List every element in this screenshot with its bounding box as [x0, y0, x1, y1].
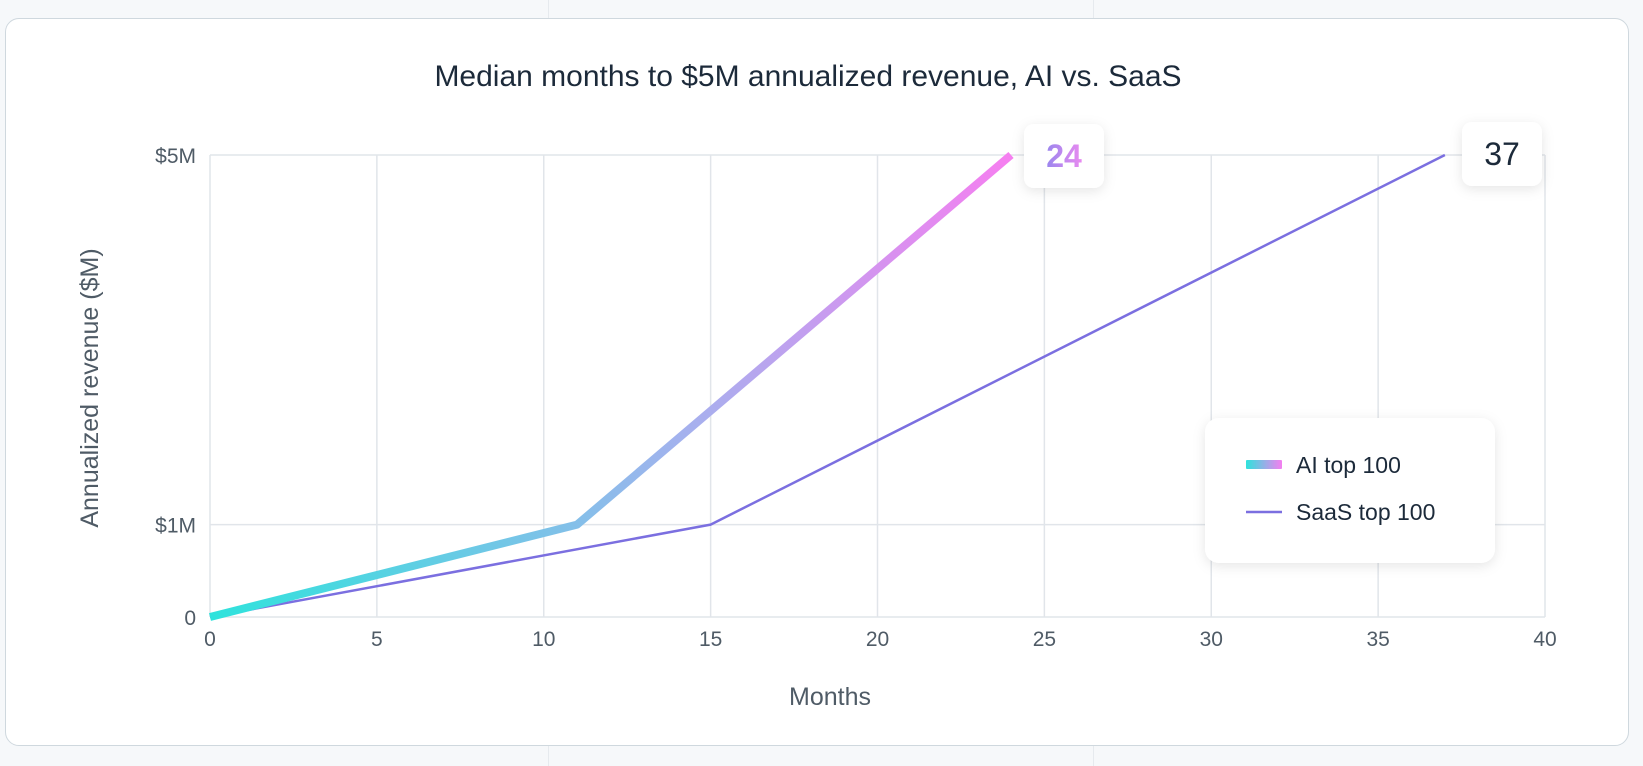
x-tick-label: 30	[1200, 628, 1223, 651]
chart-card	[5, 18, 1629, 746]
x-tick-label: 35	[1366, 628, 1389, 651]
end-label-ai-text: 24	[1046, 138, 1082, 174]
x-axis-label: Months	[789, 683, 871, 711]
y-tick-labels: 0 $1M $5M	[155, 145, 196, 630]
end-label-ai-box	[1024, 124, 1104, 188]
x-tick-label: 20	[866, 628, 889, 651]
x-tick-label: 5	[371, 628, 383, 651]
legend-label-saas: SaaS top 100	[1296, 499, 1435, 525]
series-line-saas	[209, 153, 1446, 619]
end-label-ai: 24	[1024, 124, 1104, 188]
x-tick-label: 15	[699, 628, 722, 651]
y-tick-label: $1M	[155, 515, 196, 538]
chart-title: Median months to $5M annualized revenue,…	[434, 60, 1181, 93]
x-tick-label: 25	[1033, 628, 1056, 651]
x-tick-labels: 0 5 10 15 20 25 30 35 40	[204, 628, 1557, 651]
y-axis-label: Annualized revenue ($M)	[76, 248, 104, 527]
end-label-saas-box	[1462, 122, 1542, 186]
legend: AI top 100 SaaS top 100	[1205, 418, 1495, 563]
end-label-saas: 37	[1462, 122, 1542, 186]
x-tick-label: 0	[204, 628, 216, 651]
x-tick-label: 10	[532, 628, 555, 651]
y-tick-label: $5M	[155, 145, 196, 168]
legend-swatch-ai	[1246, 460, 1282, 469]
y-tick-label: 0	[184, 607, 196, 630]
x-tick-label: 40	[1533, 628, 1556, 651]
legend-label-ai: AI top 100	[1296, 452, 1401, 478]
series-line-ai	[209, 151, 1014, 621]
series-layer	[209, 151, 1446, 621]
legend-box	[1205, 418, 1495, 563]
end-label-saas-text: 37	[1484, 136, 1520, 172]
